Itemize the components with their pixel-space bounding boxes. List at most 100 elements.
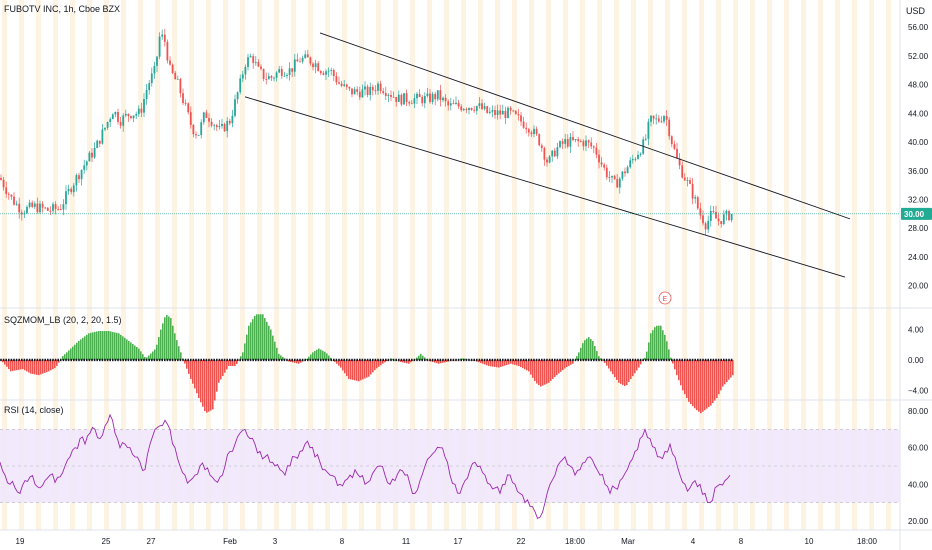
candle-down: [434, 93, 437, 100]
squeeze-dot: [590, 358, 592, 362]
squeeze-dot: [463, 358, 465, 362]
time-axis-label: 22: [517, 537, 526, 546]
squeeze-dot: [460, 358, 462, 362]
candle-up: [52, 204, 54, 211]
squeeze-dot: [512, 358, 514, 362]
candle-down: [486, 106, 489, 113]
candle-down: [163, 34, 166, 42]
squeeze-dot: [239, 358, 241, 362]
candle-down: [20, 212, 23, 215]
candle-down: [340, 83, 343, 86]
candle-up: [722, 214, 725, 225]
momentum-bar-negative: [198, 359, 200, 398]
candle-down: [208, 117, 210, 122]
momentum-bar-negative: [534, 359, 536, 382]
candle-up: [111, 114, 114, 120]
price-tick-label: 20.00: [908, 282, 929, 291]
squeeze-dot: [294, 358, 296, 362]
session-band: [138, 0, 143, 530]
momentum-bar-negative: [352, 359, 354, 380]
momentum-bar-negative: [406, 359, 408, 364]
session-band: [563, 0, 568, 530]
momentum-bar-negative: [4, 359, 6, 365]
candle-up: [707, 220, 710, 230]
price-tick-label: 36.00: [908, 167, 929, 176]
candle-up: [468, 107, 470, 110]
momentum-bar-negative: [20, 359, 22, 370]
momentum-bar-positive: [580, 347, 582, 360]
currency-label[interactable]: USD: [906, 6, 926, 16]
momentum-bar-negative: [632, 359, 634, 377]
squeeze-dot: [468, 358, 470, 362]
candle-down: [689, 180, 691, 184]
squeeze-dot: [314, 358, 317, 362]
squeeze-dot: [91, 358, 93, 362]
momentum-bar-negative: [546, 359, 548, 384]
session-band: [359, 0, 364, 530]
squeeze-dot: [216, 358, 218, 362]
candle-down: [587, 140, 590, 143]
momentum-bar-positive: [64, 354, 66, 360]
momentum-bar-negative: [370, 359, 372, 375]
momentum-bar-negative: [506, 359, 508, 366]
momentum-bar-positive: [306, 358, 308, 360]
momentum-tick-label: 0.00: [908, 356, 924, 365]
candle-down: [306, 54, 309, 58]
squeeze-dot: [164, 358, 166, 362]
candle-down: [457, 102, 460, 107]
momentum-bar-negative: [484, 359, 486, 365]
squeeze-dot: [504, 358, 507, 362]
session-band: [53, 0, 58, 530]
momentum-bar-negative: [512, 359, 514, 365]
candle-up: [647, 121, 650, 139]
candle-up: [137, 108, 140, 115]
squeeze-dot: [218, 358, 221, 362]
momentum-bar-positive: [172, 325, 174, 360]
candle-down: [421, 97, 424, 104]
candle-up: [293, 59, 296, 72]
squeeze-dot: [86, 358, 88, 362]
squeeze-dot: [234, 358, 236, 362]
price-tick-label: 40.00: [908, 138, 929, 147]
squeeze-dot: [161, 358, 163, 362]
squeeze-dot: [257, 358, 260, 362]
candle-up: [150, 73, 153, 84]
candle-up: [101, 129, 104, 144]
momentum-bar-positive: [320, 349, 322, 360]
squeeze-dot: [244, 358, 247, 362]
candle-up: [629, 160, 632, 168]
momentum-bar-positive: [170, 318, 172, 360]
momentum-bar-positive: [158, 337, 160, 360]
squeeze-dot: [387, 358, 390, 362]
momentum-bar-negative: [732, 359, 734, 376]
momentum-bar-negative: [508, 359, 510, 365]
squeeze-dot: [728, 358, 730, 362]
momentum-bar-positive: [62, 356, 64, 360]
momentum-bar-negative: [184, 359, 186, 364]
candle-down: [356, 89, 359, 92]
squeeze-dot: [416, 358, 418, 362]
candle-down: [527, 129, 530, 133]
momentum-bar-negative: [684, 359, 686, 395]
momentum-bar-negative: [224, 359, 226, 373]
candle-up: [249, 56, 252, 58]
momentum-bar-positive: [464, 358, 466, 360]
candle-down: [260, 66, 262, 69]
momentum-bar-negative: [194, 359, 196, 389]
momentum-bar-negative: [488, 359, 490, 367]
momentum-bar-negative: [700, 359, 702, 414]
candle-down: [382, 91, 385, 94]
candle-up: [364, 86, 366, 90]
squeeze-dot: [658, 358, 660, 362]
candle-up: [655, 118, 658, 120]
squeeze-dot: [587, 358, 590, 362]
candle-up: [65, 191, 67, 205]
squeeze-dot: [54, 358, 57, 362]
candle-down: [184, 103, 187, 104]
candle-up: [106, 121, 109, 128]
squeeze-dot: [452, 358, 455, 362]
session-band: [631, 0, 636, 530]
squeeze-dot: [153, 358, 156, 362]
squeeze-dot: [325, 358, 327, 362]
